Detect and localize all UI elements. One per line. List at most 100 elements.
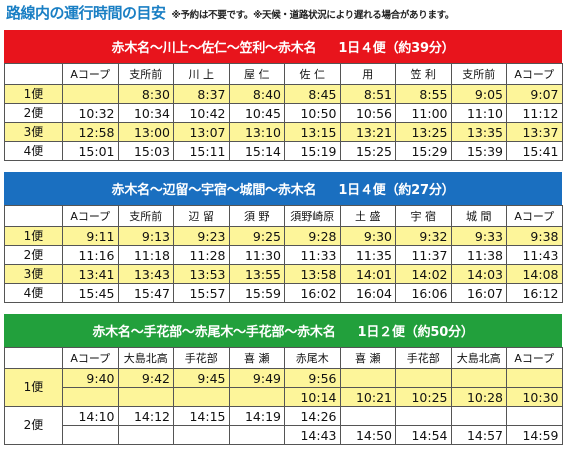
stop-name: Aコープ [506, 63, 563, 85]
time-cell: 12:58 [62, 122, 119, 142]
table-row: 3便 12:58 13:00 13:07 13:10 13:15 13:21 13:25 13:… [4, 122, 563, 142]
time-cell: 11:10 [450, 103, 507, 123]
time-cell [395, 406, 452, 426]
time-cell [173, 387, 230, 407]
time-cell: 10:42 [173, 103, 230, 123]
time-cell: 13:25 [395, 122, 452, 142]
time-cell: 9:42 [117, 368, 174, 388]
time-cell: 9:30 [339, 226, 396, 246]
stop-name: Aコープ [506, 205, 563, 227]
time-cell: 9:38 [506, 226, 563, 246]
page-title: 路線内の運行時間の目安 [6, 4, 166, 22]
stop-name: 須 野 [228, 205, 285, 227]
stop-header-row: Aコープ 大島北高 手花部喜 瀬赤尾木喜 瀬手花部 大島北高 Aコープ [4, 347, 563, 369]
time-cell: 13:10 [228, 122, 285, 142]
time-cell [339, 406, 396, 426]
time-cell: 15:11 [173, 141, 230, 161]
time-cell: 10:45 [228, 103, 285, 123]
time-cell: 15:01 [62, 141, 119, 161]
time-cell: 9:56 [284, 368, 341, 388]
time-cell [228, 425, 285, 445]
time-cell: 10:21 [339, 387, 396, 407]
run-label: 4便 [4, 283, 63, 303]
time-cell: 15:59 [228, 283, 285, 303]
time-cell [228, 387, 285, 407]
time-cell: 14:01 [339, 264, 396, 284]
run-label: 1便 [4, 368, 63, 407]
time-cell: 13:07 [173, 122, 230, 142]
stop-name: 手花部 [173, 347, 230, 369]
time-cell: 16:02 [284, 283, 341, 303]
time-cell [395, 368, 452, 388]
time-cell: 13:35 [450, 122, 507, 142]
time-cell [62, 425, 119, 445]
time-cell [506, 406, 563, 426]
time-cell [62, 387, 119, 407]
route-3: 赤木名〜手花部〜赤尾木〜手花部〜赤木名 1日２便（約50分） Aコープ 大島北高手… [4, 314, 563, 445]
time-cell: 11:38 [450, 245, 507, 265]
time-cell: 10:25 [395, 387, 452, 407]
time-cell: 8:37 [173, 84, 230, 104]
table-row: 2便 14:10 14:12 14:15 14:19 14:26 [4, 406, 563, 445]
time-cell: 13:55 [228, 264, 285, 284]
table-row: 10:14 10:21 10:25 10:28 10:30 [5, 387, 563, 407]
table-row: 4便 15:01 15:03 15:11 15:14 15:19 15:25 15:29 15:… [4, 141, 563, 161]
time-cell: 13:21 [339, 122, 396, 142]
run-label: 4便 [4, 141, 63, 161]
stop-name: 支所前 [117, 63, 174, 85]
route-1-timetable: Aコープ 支所前川 上屋 仁佐 仁用笠 利支所前 Aコープ 1便 8:30 8:37 8:4… [4, 63, 563, 161]
time-cell: 14:50 [339, 425, 396, 445]
table-row: 1便 9:40 9:42 9:45 9:49 9:56 [4, 368, 563, 407]
route-2-banner: 赤木名〜辺留〜宇宿〜城間〜赤木名 1日４便（約27分） [4, 172, 562, 205]
time-cell: 10:34 [117, 103, 174, 123]
time-cell: 15:45 [62, 283, 119, 303]
time-cell: 13:41 [62, 264, 119, 284]
time-cell: 15:47 [117, 283, 174, 303]
time-cell: 15:25 [339, 141, 396, 161]
time-cell: 16:04 [339, 283, 396, 303]
time-cell: 15:41 [506, 141, 563, 161]
time-cell: 9:45 [173, 368, 230, 388]
stop-name: 支所前 [117, 205, 174, 227]
route-1-name: 赤木名〜川上〜佐仁〜笠利〜赤木名 [111, 41, 317, 56]
header: 路線内の運行時間の目安 ※予約は不要です。※天候・道路状況により遅れる場合があり… [6, 2, 454, 22]
run-label: 3便 [4, 122, 63, 142]
time-cell: 10:30 [506, 387, 563, 407]
table-row: 2便 11:16 11:18 11:28 11:30 11:33 11:35 11:37 11:… [4, 245, 563, 265]
time-cell: 9:07 [506, 84, 563, 104]
stop-name: 佐 仁 [284, 63, 341, 85]
time-cell: 11:16 [62, 245, 119, 265]
stop-name: Aコープ [62, 347, 119, 369]
time-cell: 14:02 [395, 264, 452, 284]
time-cell [117, 425, 174, 445]
route-1-banner: 赤木名〜川上〜佐仁〜笠利〜赤木名 1日４便（約39分） [4, 30, 562, 63]
time-cell: 15:57 [173, 283, 230, 303]
table-row: 1便 8:30 8:37 8:40 8:45 8:51 8:55 9:05 9:07 [4, 84, 563, 104]
stop-name: 喜 瀬 [228, 347, 285, 369]
time-cell: 8:40 [228, 84, 285, 104]
time-cell: 9:49 [228, 368, 285, 388]
time-cell: 10:14 [284, 387, 341, 407]
time-cell: 15:19 [284, 141, 341, 161]
time-cell: 15:39 [450, 141, 507, 161]
time-cell: 14:15 [173, 406, 230, 426]
time-cell: 14:03 [450, 264, 507, 284]
time-cell [62, 84, 119, 104]
stop-name: 用 [339, 63, 396, 85]
run-label: 2便 [4, 406, 63, 445]
stop-name: Aコープ [62, 205, 119, 227]
stop-name: 川 上 [173, 63, 230, 85]
table-row: 4便 15:45 15:47 15:57 15:59 16:02 16:04 16:06 16:… [4, 283, 563, 303]
route-3-trips: 1日２便（約50分） [357, 325, 474, 340]
time-cell: 14:59 [506, 425, 563, 445]
time-cell: 9:33 [450, 226, 507, 246]
route-1: 赤木名〜川上〜佐仁〜笠利〜赤木名 1日４便（約39分） Aコープ 支所前川 上屋 … [4, 30, 563, 161]
time-cell: 13:37 [506, 122, 563, 142]
page-note: ※予約は不要です。※天候・道路状況により遅れる場合があります。 [171, 10, 455, 21]
time-cell: 14:19 [228, 406, 285, 426]
run-label: 2便 [4, 103, 63, 123]
time-cell: 13:58 [284, 264, 341, 284]
stop-name: 城 間 [450, 205, 507, 227]
time-cell [173, 425, 230, 445]
route-3-name: 赤木名〜手花部〜赤尾木〜手花部〜赤木名 [92, 325, 336, 340]
